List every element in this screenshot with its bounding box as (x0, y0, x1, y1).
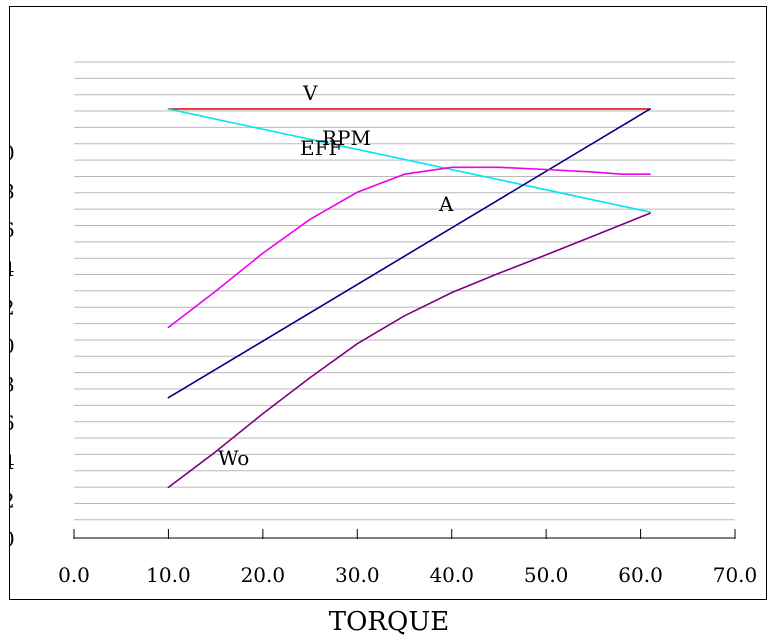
chart-frame: 0.0 10.0 20.0 30.0 40.0 50.0 60.0 70.0 0 8 6 4 2 0 8 6 4… (9, 6, 767, 600)
series-label-v: V (302, 81, 318, 105)
series-lines (167, 108, 651, 489)
y-tick-label: 6 (10, 411, 15, 435)
x-tick-label: 20.0 (241, 563, 286, 587)
chart-plot: 0.0 10.0 20.0 30.0 40.0 50.0 60.0 70.0 0 8 6 4 2 0 8 6 4… (10, 61, 757, 587)
y-tick-label: 2 (10, 488, 15, 512)
series-label-rpm: RPM (322, 126, 371, 150)
x-tick-label: 70.0 (713, 563, 758, 587)
x-tick-label: 60.0 (618, 563, 663, 587)
x-tick-label: 30.0 (335, 563, 380, 587)
y-tick-label: 2 (10, 295, 15, 319)
x-tick-label: 0.0 (58, 563, 90, 587)
y-tick-label: 0 (10, 527, 15, 551)
gridlines (74, 61, 735, 521)
y-tick-label: 6 (10, 218, 15, 242)
series-label-a: A (438, 192, 454, 216)
y-tick-label: 8 (10, 180, 15, 204)
y-tick-label: 4 (10, 257, 15, 281)
series-label-wo: Wo (218, 446, 249, 470)
y-tick-label: 8 (10, 373, 15, 397)
x-axis-title-area: TORQUE (329, 607, 449, 637)
series-label-eff: EFF (300, 136, 342, 160)
x-tick-label: 40.0 (429, 563, 474, 587)
series-line-wo (167, 212, 651, 489)
x-axis-title: TORQUE (329, 607, 449, 637)
series-line-a (167, 166, 651, 329)
series-line-eff (167, 108, 651, 213)
x-tick-label: 50.0 (524, 563, 569, 587)
x-tick-label: 10.0 (146, 563, 191, 587)
series-line-rpm (167, 108, 651, 399)
x-axis: 0.0 10.0 20.0 30.0 40.0 50.0 60.0 70.0 0 8 6 4 2 0 8 6 4… (10, 141, 757, 587)
y-tick-label: 0 (10, 141, 15, 165)
y-tick-label: 4 (10, 450, 15, 474)
y-tick-label: 0 (10, 334, 15, 358)
